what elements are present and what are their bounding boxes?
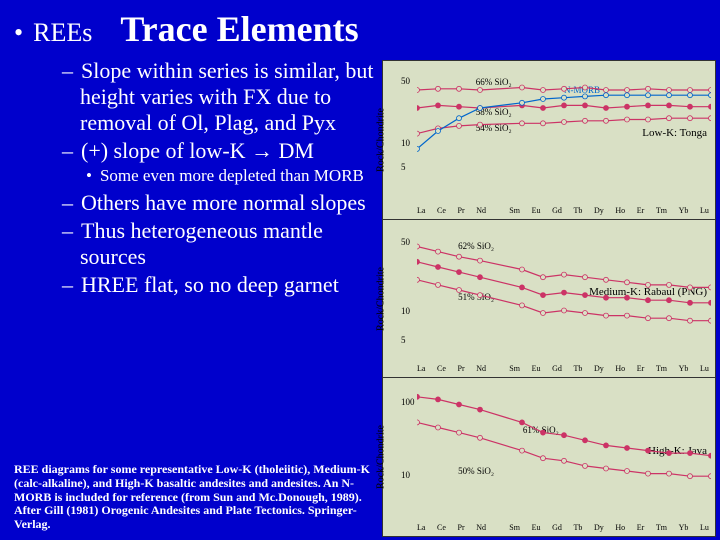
bullet-list: Slope within series is similar, but heig… bbox=[62, 58, 380, 298]
main-bullet: REEs bbox=[14, 18, 92, 48]
chart-stack: Rock/Chondrite51050Low-K: Tonga66% SiO₂N… bbox=[382, 60, 716, 536]
y-tick: 5 bbox=[401, 335, 406, 345]
x-axis: LaCePrNdSmEuGdTbDyHoErTmYbLu bbox=[417, 364, 709, 373]
chart-svg bbox=[417, 384, 711, 512]
sub-bullet: HREE flat, so no deep garnet bbox=[62, 272, 380, 298]
y-tick: 10 bbox=[401, 306, 410, 316]
figure-caption: REE diagrams for some representative Low… bbox=[14, 463, 374, 532]
x-axis: LaCePrNdSmEuGdTbDyHoErTmYbLu bbox=[417, 523, 709, 532]
y-tick: 10 bbox=[401, 470, 410, 480]
y-tick: 50 bbox=[401, 76, 410, 86]
sub-sub-bullet: Some even more depleted than MORB bbox=[86, 166, 380, 186]
y-axis-label: Rock/Chondrite bbox=[376, 267, 387, 331]
sub-bullet: Thus heterogeneous mantle sources bbox=[62, 218, 380, 270]
chart-panel: Rock/Chondrite51050Low-K: Tonga66% SiO₂N… bbox=[382, 60, 716, 220]
x-axis: LaCePrNdSmEuGdTbDyHoErTmYbLu bbox=[417, 206, 709, 215]
main-bullet-text: REEs bbox=[33, 18, 92, 48]
sub-bullet: Slope within series is similar, but heig… bbox=[62, 58, 380, 136]
y-axis-label: Rock/Chondrite bbox=[376, 108, 387, 172]
chart-panel: Rock/Chondrite10100High-K: Java61% SiO₂5… bbox=[382, 377, 716, 537]
chart-svg bbox=[417, 226, 711, 354]
page-title: Trace Elements bbox=[120, 8, 358, 50]
y-tick: 100 bbox=[401, 397, 415, 407]
sub-bullet: (+) slope of low-K → DM bbox=[62, 138, 380, 164]
y-tick: 50 bbox=[401, 237, 410, 247]
chart-panel: Rock/Chondrite51050Medium-K: Rabaul (PNG… bbox=[382, 219, 716, 379]
sub-bullet: Others have more normal slopes bbox=[62, 190, 380, 216]
y-tick: 5 bbox=[401, 162, 406, 172]
y-axis-label: Rock/Chondrite bbox=[376, 425, 387, 489]
y-tick: 10 bbox=[401, 138, 410, 148]
chart-svg bbox=[417, 67, 711, 195]
